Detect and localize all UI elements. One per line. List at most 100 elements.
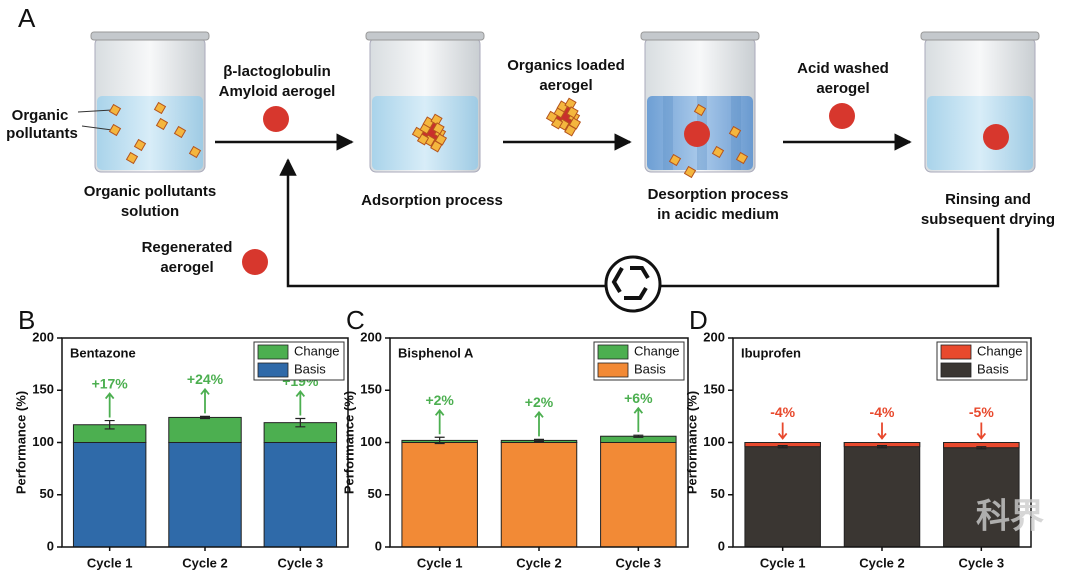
label: Acid washed xyxy=(797,60,889,77)
legend-swatch xyxy=(940,344,972,360)
y-tick-label: 200 xyxy=(703,329,725,344)
plot-frame xyxy=(732,337,1032,548)
beaker xyxy=(640,31,760,173)
label: Rinsing and xyxy=(945,191,1031,208)
change-arrow xyxy=(976,422,987,440)
label: aerogel xyxy=(160,259,213,276)
change-arrow xyxy=(534,410,544,437)
aerogel xyxy=(263,106,289,132)
stripe xyxy=(663,96,673,170)
x-tick-label: Cycle 2 xyxy=(859,555,905,570)
y-axis-label: Performance (%) xyxy=(13,391,28,494)
y-tick-label: 0 xyxy=(718,538,725,553)
pollutant xyxy=(564,124,577,137)
aerogel xyxy=(829,103,855,129)
liquid xyxy=(97,96,203,170)
label: pollutants xyxy=(6,125,78,142)
rim xyxy=(365,31,485,41)
legend-label: Basis xyxy=(294,361,326,376)
x-tick-label: Cycle 1 xyxy=(417,555,463,570)
y-tick-label: 150 xyxy=(360,382,382,397)
pollutant xyxy=(566,106,579,119)
change-arrow xyxy=(295,390,306,416)
bar-change xyxy=(168,416,242,444)
pollutant xyxy=(564,97,577,110)
pollutant xyxy=(173,125,187,139)
pollutant xyxy=(153,101,167,115)
change-arrow xyxy=(633,406,644,433)
rim xyxy=(640,31,760,41)
legend-swatch xyxy=(257,362,289,378)
panel-label: C xyxy=(346,305,365,335)
aerogel xyxy=(242,249,268,275)
label: solution xyxy=(121,203,179,220)
plot-frame xyxy=(389,337,689,548)
label: Organic pollutants xyxy=(84,183,217,200)
y-tick-label: 0 xyxy=(47,538,54,553)
legend-label: Change xyxy=(634,343,680,358)
plot-frame xyxy=(61,337,349,548)
panel-label: B xyxy=(18,305,35,335)
value-label: +17% xyxy=(92,375,129,391)
chart-title: Bisphenol A xyxy=(398,345,474,360)
bar-basis xyxy=(72,442,147,548)
pollutant xyxy=(108,123,122,137)
pollutant xyxy=(430,140,443,153)
beaker xyxy=(365,31,485,173)
rim xyxy=(90,31,210,41)
error-bar xyxy=(295,417,306,428)
pollutant xyxy=(125,151,139,165)
legend-label: Change xyxy=(294,343,340,358)
legend-swatch xyxy=(257,344,289,360)
recycle-icon xyxy=(604,255,662,313)
rim xyxy=(920,31,1040,41)
change-arrow xyxy=(200,387,210,414)
pollutant xyxy=(188,145,202,159)
y-tick-label: 0 xyxy=(375,538,382,553)
bar-basis xyxy=(401,442,478,548)
value-label: -5% xyxy=(969,404,994,420)
y-tick-label: 150 xyxy=(703,382,725,397)
y-tick-label: 200 xyxy=(360,329,382,344)
liquid xyxy=(927,96,1033,170)
bar-basis xyxy=(600,442,677,548)
label: aerogel xyxy=(816,80,869,97)
pollutant xyxy=(155,117,169,131)
pollutant xyxy=(693,103,707,117)
watermark: 科界 xyxy=(976,497,1044,537)
x-tick-label: Cycle 2 xyxy=(182,555,228,570)
label: subsequent drying xyxy=(921,211,1055,228)
value-label: +2% xyxy=(525,394,554,410)
error-bar xyxy=(200,415,210,420)
change-arrow xyxy=(104,392,115,418)
y-axis-label: Performance (%) xyxy=(341,391,356,494)
bar-basis xyxy=(843,442,921,548)
label: Organic xyxy=(12,107,69,124)
pointer-lines xyxy=(77,109,113,131)
x-tick-label: Cycle 2 xyxy=(516,555,562,570)
x-tick-label: Cycle 1 xyxy=(87,555,133,570)
change-arrow xyxy=(777,422,788,440)
value-label: -4% xyxy=(770,404,795,420)
legend-label: Change xyxy=(977,343,1023,358)
chart-title: Ibuprofen xyxy=(741,345,801,360)
error-bar xyxy=(877,445,887,449)
aerogel xyxy=(983,124,1009,150)
bar-basis xyxy=(500,442,578,548)
pollutant xyxy=(711,145,725,159)
label: Amyloid aerogel xyxy=(219,83,336,100)
error-bar xyxy=(434,436,445,445)
y-axis-label: Performance (%) xyxy=(684,391,699,494)
pollutant xyxy=(728,125,742,139)
y-tick-label: 100 xyxy=(360,434,382,449)
error-bar xyxy=(633,434,644,438)
pollutant xyxy=(430,113,443,126)
legend-swatch xyxy=(597,362,629,378)
beaker xyxy=(90,31,210,173)
change-arrow xyxy=(434,408,445,435)
y-tick-label: 50 xyxy=(40,486,54,501)
label: Adsorption process xyxy=(361,192,503,209)
value-label: +6% xyxy=(624,390,653,406)
label: aerogel xyxy=(539,77,592,94)
pollutant xyxy=(133,138,147,152)
